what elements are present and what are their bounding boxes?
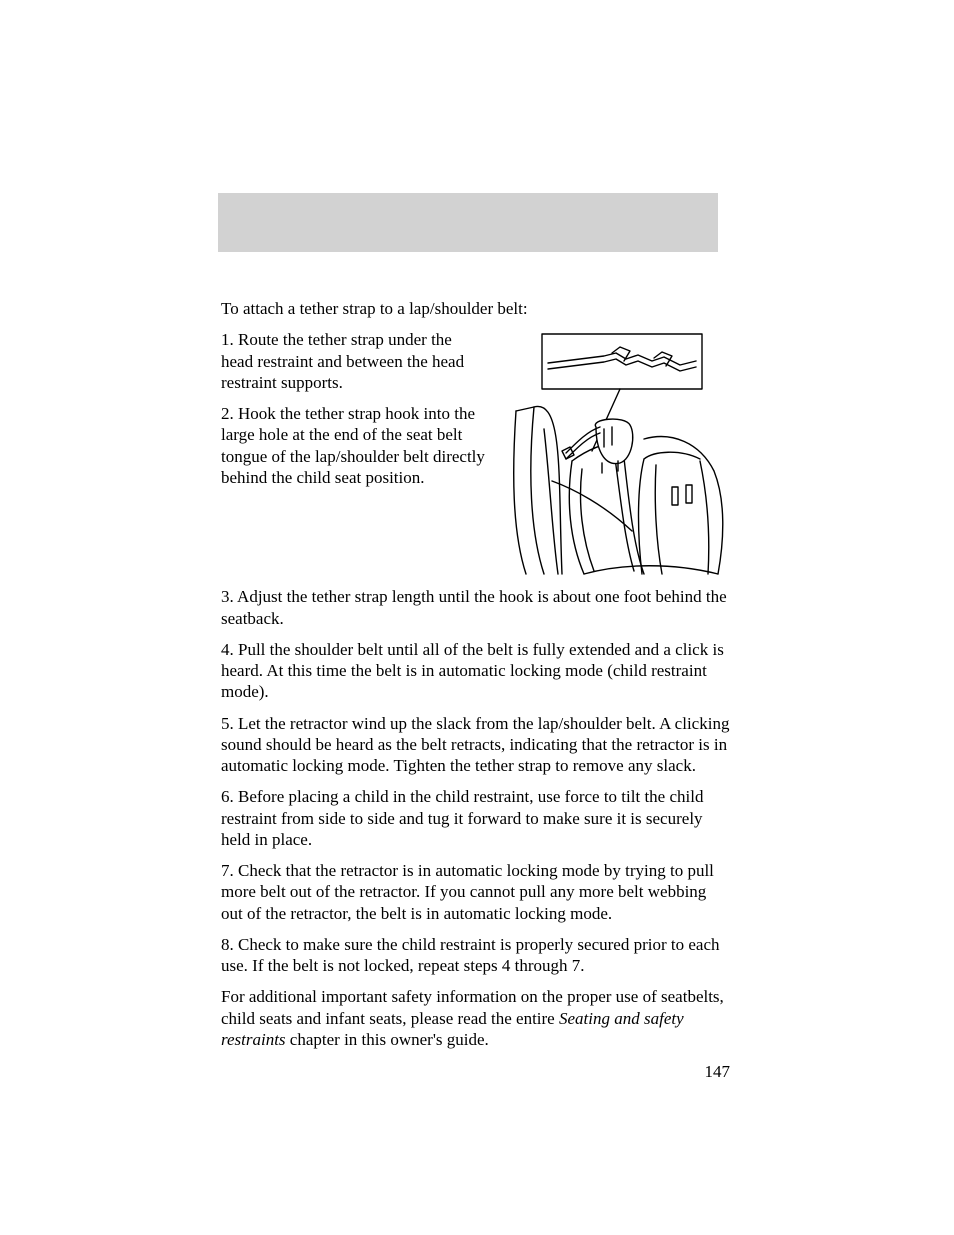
tether-illustration [504,331,731,576]
body-content: To attach a tether strap to a lap/should… [221,298,731,1060]
step-4: 4. Pull the shoulder belt until all of t… [221,639,731,703]
intro-paragraph: To attach a tether strap to a lap/should… [221,298,731,319]
closing-c: chapter in this owner's guide. [286,1030,489,1049]
step-5: 5. Let the retractor wind up the slack f… [221,713,731,777]
step-6: 6. Before placing a child in the child r… [221,786,731,850]
tether-diagram-svg [504,331,731,576]
step-8: 8. Check to make sure the child restrain… [221,934,731,977]
manual-page: To attach a tether strap to a lap/should… [0,0,954,1235]
closing-paragraph: For additional important safety informat… [221,986,731,1050]
steps-with-figure: 1. Route the tether strap under the head… [221,329,731,586]
step-7: 7. Check that the retractor is in automa… [221,860,731,924]
page-number: 147 [705,1061,731,1082]
header-banner [218,193,718,252]
step-3: 3. Adjust the tether strap length until … [221,586,731,629]
